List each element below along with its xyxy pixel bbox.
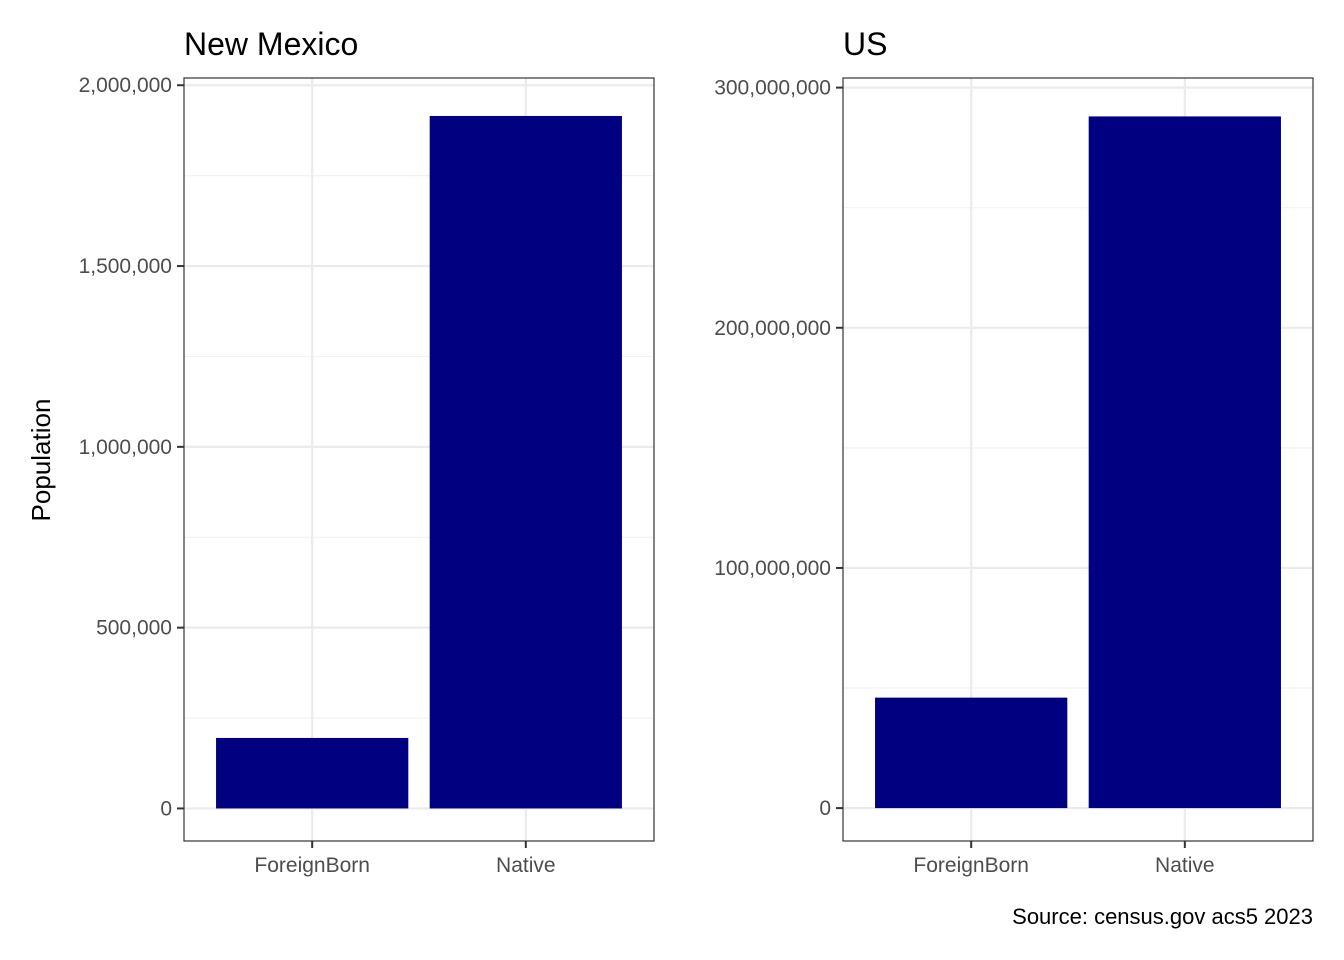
y-tick-label: 2,000,000 [79, 74, 172, 97]
y-tick-label: 0 [819, 797, 831, 820]
y-tick-label: 1,500,000 [79, 255, 172, 278]
y-tick-label: 500,000 [96, 617, 172, 640]
x-tick-label-foreignborn: ForeignBorn [913, 854, 1029, 877]
bar-native [429, 115, 622, 809]
x-tick-label-native: Native [1155, 854, 1215, 877]
y-tick-label: 1,000,000 [79, 436, 172, 459]
y-tick-label: 0 [160, 797, 172, 820]
panel-us: 0 100,000,000 200,000,000 300,000,000 Foreig… [714, 26, 1314, 877]
source-caption: Source: census.gov acs5 2023 [1012, 904, 1313, 929]
y-tick-label: 200,000,000 [714, 317, 831, 340]
y-tick-label: 100,000,000 [714, 557, 831, 580]
bar-foreignborn [875, 697, 1068, 809]
panel-new-mexico: 0 500,000 1,000,000 1,500,000 2,000,000 Forei… [79, 26, 655, 877]
panel-border [842, 77, 1314, 842]
x-tick-label-native: Native [496, 854, 556, 877]
bar-foreignborn [216, 737, 409, 809]
panel-title: US [843, 26, 887, 62]
bar-native [1088, 116, 1281, 809]
panel-title: New Mexico [184, 26, 358, 62]
panel-border [183, 77, 655, 842]
y-axis-title: Population [26, 399, 56, 522]
y-tick-label: 300,000,000 [714, 77, 831, 100]
x-tick-label-foreignborn: ForeignBorn [254, 854, 370, 877]
